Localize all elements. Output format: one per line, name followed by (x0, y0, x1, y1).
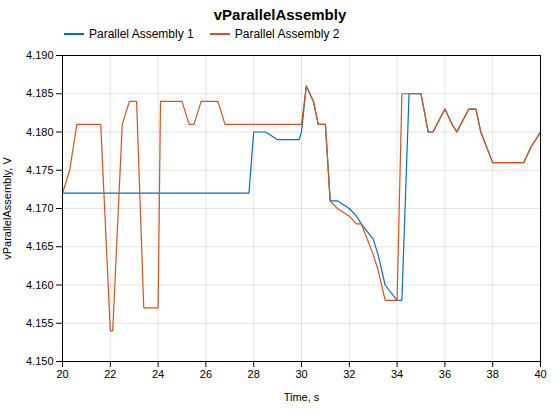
svg-text:4.190: 4.190 (26, 49, 54, 61)
html-text:Parallel Assembly 1: Parallel Assembly 1 (89, 27, 194, 41)
svg-text:4.160: 4.160 (26, 279, 54, 291)
svg-text:4.185: 4.185 (26, 87, 54, 99)
svg-text:22: 22 (104, 368, 116, 380)
html-text:vParallelAssembly: vParallelAssembly (213, 6, 347, 23)
svg-text:32: 32 (343, 368, 355, 380)
svg-text:vParallelAssembly, V: vParallelAssembly, V (1, 157, 13, 260)
svg-text:36: 36 (439, 368, 451, 380)
svg-text:38: 38 (487, 368, 499, 380)
svg-text:4.175: 4.175 (26, 164, 54, 176)
svg-text:20: 20 (56, 368, 68, 380)
svg-text:4.150: 4.150 (26, 355, 54, 367)
svg-text:4.180: 4.180 (26, 126, 54, 138)
svg-text:26: 26 (200, 368, 212, 380)
svg-text:4.170: 4.170 (26, 202, 54, 214)
svg-text:40: 40 (534, 368, 546, 380)
svg-text:4.155: 4.155 (26, 317, 54, 329)
html-text:Parallel Assembly 2: Parallel Assembly 2 (234, 27, 340, 41)
svg-text:Time, s: Time, s (284, 391, 320, 403)
svg-text:34: 34 (391, 368, 403, 380)
svg-text:28: 28 (248, 368, 260, 380)
svg-text:24: 24 (152, 368, 164, 380)
svg-text:30: 30 (295, 368, 307, 380)
svg-text:4.165: 4.165 (26, 240, 54, 252)
